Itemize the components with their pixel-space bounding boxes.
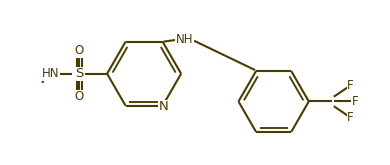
Text: S: S — [75, 67, 83, 80]
Text: O: O — [75, 44, 84, 57]
Text: F: F — [347, 79, 354, 92]
Text: NH: NH — [176, 33, 193, 46]
Text: F: F — [352, 95, 358, 108]
Text: N: N — [159, 100, 168, 113]
Text: HN: HN — [42, 67, 59, 80]
Text: O: O — [75, 90, 84, 103]
Text: F: F — [347, 111, 354, 124]
